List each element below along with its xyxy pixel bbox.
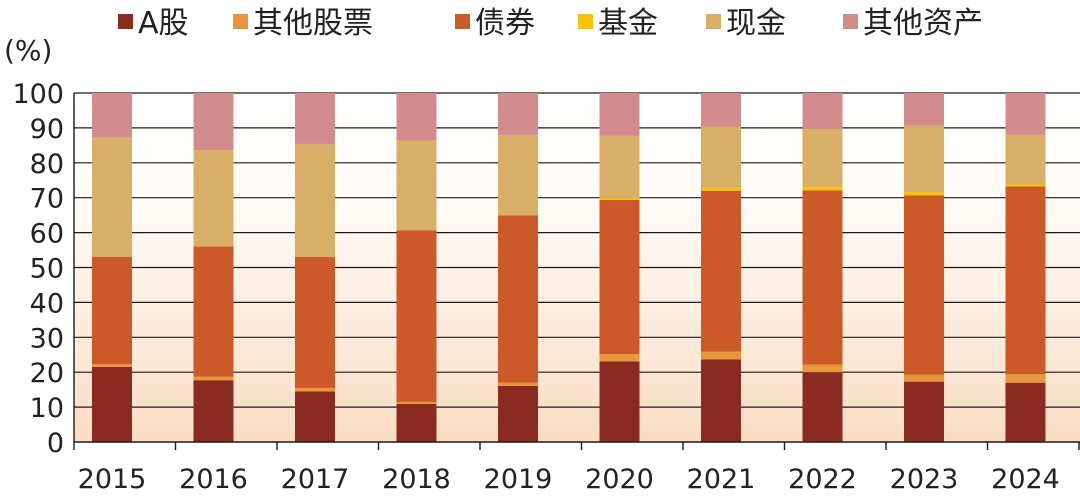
bar-segment bbox=[599, 354, 640, 362]
bar-segment bbox=[498, 134, 538, 216]
y-axis-unit-label: (%) bbox=[4, 34, 52, 67]
legend-swatch bbox=[118, 14, 133, 29]
bar-segment bbox=[802, 128, 843, 188]
x-tick-label: 2023 bbox=[890, 464, 959, 495]
x-tick-label: 2017 bbox=[281, 464, 350, 495]
x-tick-label: 2024 bbox=[991, 464, 1060, 495]
bar-segment bbox=[904, 192, 944, 196]
bar-segment bbox=[498, 215, 538, 383]
bar-segment bbox=[295, 387, 335, 392]
bar-segment bbox=[498, 385, 538, 442]
bar-segment bbox=[396, 93, 437, 141]
bar-segment bbox=[904, 374, 944, 382]
bar-segment bbox=[904, 381, 944, 442]
y-tick-label: 50 bbox=[30, 254, 64, 285]
bar-segment bbox=[295, 257, 335, 388]
legend-label: 债券 bbox=[475, 6, 535, 41]
bar-segment bbox=[1005, 134, 1046, 185]
y-tick-label: 40 bbox=[30, 288, 64, 319]
bar-segment bbox=[396, 403, 437, 442]
y-tick-label: 10 bbox=[30, 393, 64, 424]
bar-segment bbox=[904, 125, 944, 193]
bar-segment bbox=[193, 150, 234, 247]
y-tick-label: 90 bbox=[30, 114, 64, 145]
bar-segment bbox=[193, 246, 234, 377]
x-tick-label: 2022 bbox=[788, 464, 857, 495]
y-tick-label: 0 bbox=[47, 428, 64, 459]
bar-segment bbox=[295, 391, 335, 442]
bar-segment bbox=[295, 93, 335, 144]
bar-segment bbox=[802, 93, 843, 129]
bar-segment bbox=[904, 93, 944, 126]
bar-segment bbox=[396, 401, 437, 404]
x-tick-label: 2021 bbox=[687, 464, 756, 495]
bar-segment bbox=[1005, 184, 1046, 187]
bar-segment bbox=[92, 93, 132, 138]
bar-segment bbox=[599, 135, 640, 199]
bar-segment bbox=[1005, 186, 1046, 375]
bar-segment bbox=[802, 372, 843, 442]
bar-segment bbox=[1005, 93, 1046, 135]
y-tick-label: 20 bbox=[30, 358, 64, 389]
bar-segment bbox=[701, 190, 741, 352]
bar-segment bbox=[599, 93, 640, 136]
bar-segment bbox=[92, 364, 132, 367]
bar-segment bbox=[701, 93, 741, 127]
bar-segment bbox=[599, 198, 640, 200]
x-tick-label: 2015 bbox=[78, 464, 147, 495]
legend-swatch bbox=[233, 14, 248, 29]
bar-segment bbox=[1005, 374, 1046, 383]
y-tick-label: 30 bbox=[30, 323, 64, 354]
x-tick-label: 2016 bbox=[179, 464, 248, 495]
legend-swatch bbox=[843, 14, 858, 29]
legend-label: 基金 bbox=[598, 6, 658, 41]
bar-segment bbox=[802, 187, 843, 191]
bar-segment bbox=[701, 351, 741, 360]
bar-segment bbox=[599, 199, 640, 355]
bar-segment bbox=[396, 230, 437, 402]
bar-segment bbox=[396, 140, 437, 231]
x-tick-label: 2020 bbox=[585, 464, 654, 495]
axes bbox=[73, 93, 1080, 450]
bar-segment bbox=[92, 257, 132, 365]
bar-segment bbox=[193, 376, 234, 381]
x-tick-label: 2018 bbox=[382, 464, 451, 495]
bar-segment bbox=[193, 380, 234, 442]
bar-segment bbox=[92, 366, 132, 442]
legend-swatch bbox=[706, 14, 721, 29]
legend-swatch bbox=[578, 14, 593, 29]
bars bbox=[92, 93, 1046, 442]
legend-label: A股 bbox=[138, 6, 189, 41]
bar-segment bbox=[802, 190, 843, 365]
bar-segment bbox=[599, 361, 640, 442]
bar-segment bbox=[295, 143, 335, 258]
y-tick-label: 100 bbox=[12, 79, 64, 110]
bar-segment bbox=[193, 93, 234, 151]
y-tick-label: 60 bbox=[30, 219, 64, 250]
legend-label: 其他资产 bbox=[863, 6, 983, 41]
bar-segment bbox=[498, 382, 538, 386]
legend-label: 现金 bbox=[726, 6, 786, 41]
bar-segment bbox=[701, 359, 741, 442]
y-tick-label: 80 bbox=[30, 149, 64, 180]
bar-segment bbox=[92, 137, 132, 258]
y-tick-label: 70 bbox=[30, 184, 64, 215]
bar-segment bbox=[701, 187, 741, 191]
bar-segment bbox=[904, 195, 944, 375]
x-tick-label: 2019 bbox=[484, 464, 553, 495]
legend-label: 其他股票 bbox=[253, 6, 373, 41]
legend: A股 其他股票 债券 基金 现金 其他资产 bbox=[118, 6, 983, 41]
bar-segment bbox=[701, 126, 741, 188]
legend-swatch bbox=[455, 14, 470, 29]
bar-segment bbox=[1005, 382, 1046, 442]
bar-segment bbox=[802, 364, 843, 373]
x-tick-labels: 2015 2016 2017 2018 2019 2020 2021 2022 2023 2024 bbox=[78, 464, 1060, 495]
bar-segment bbox=[498, 93, 538, 135]
